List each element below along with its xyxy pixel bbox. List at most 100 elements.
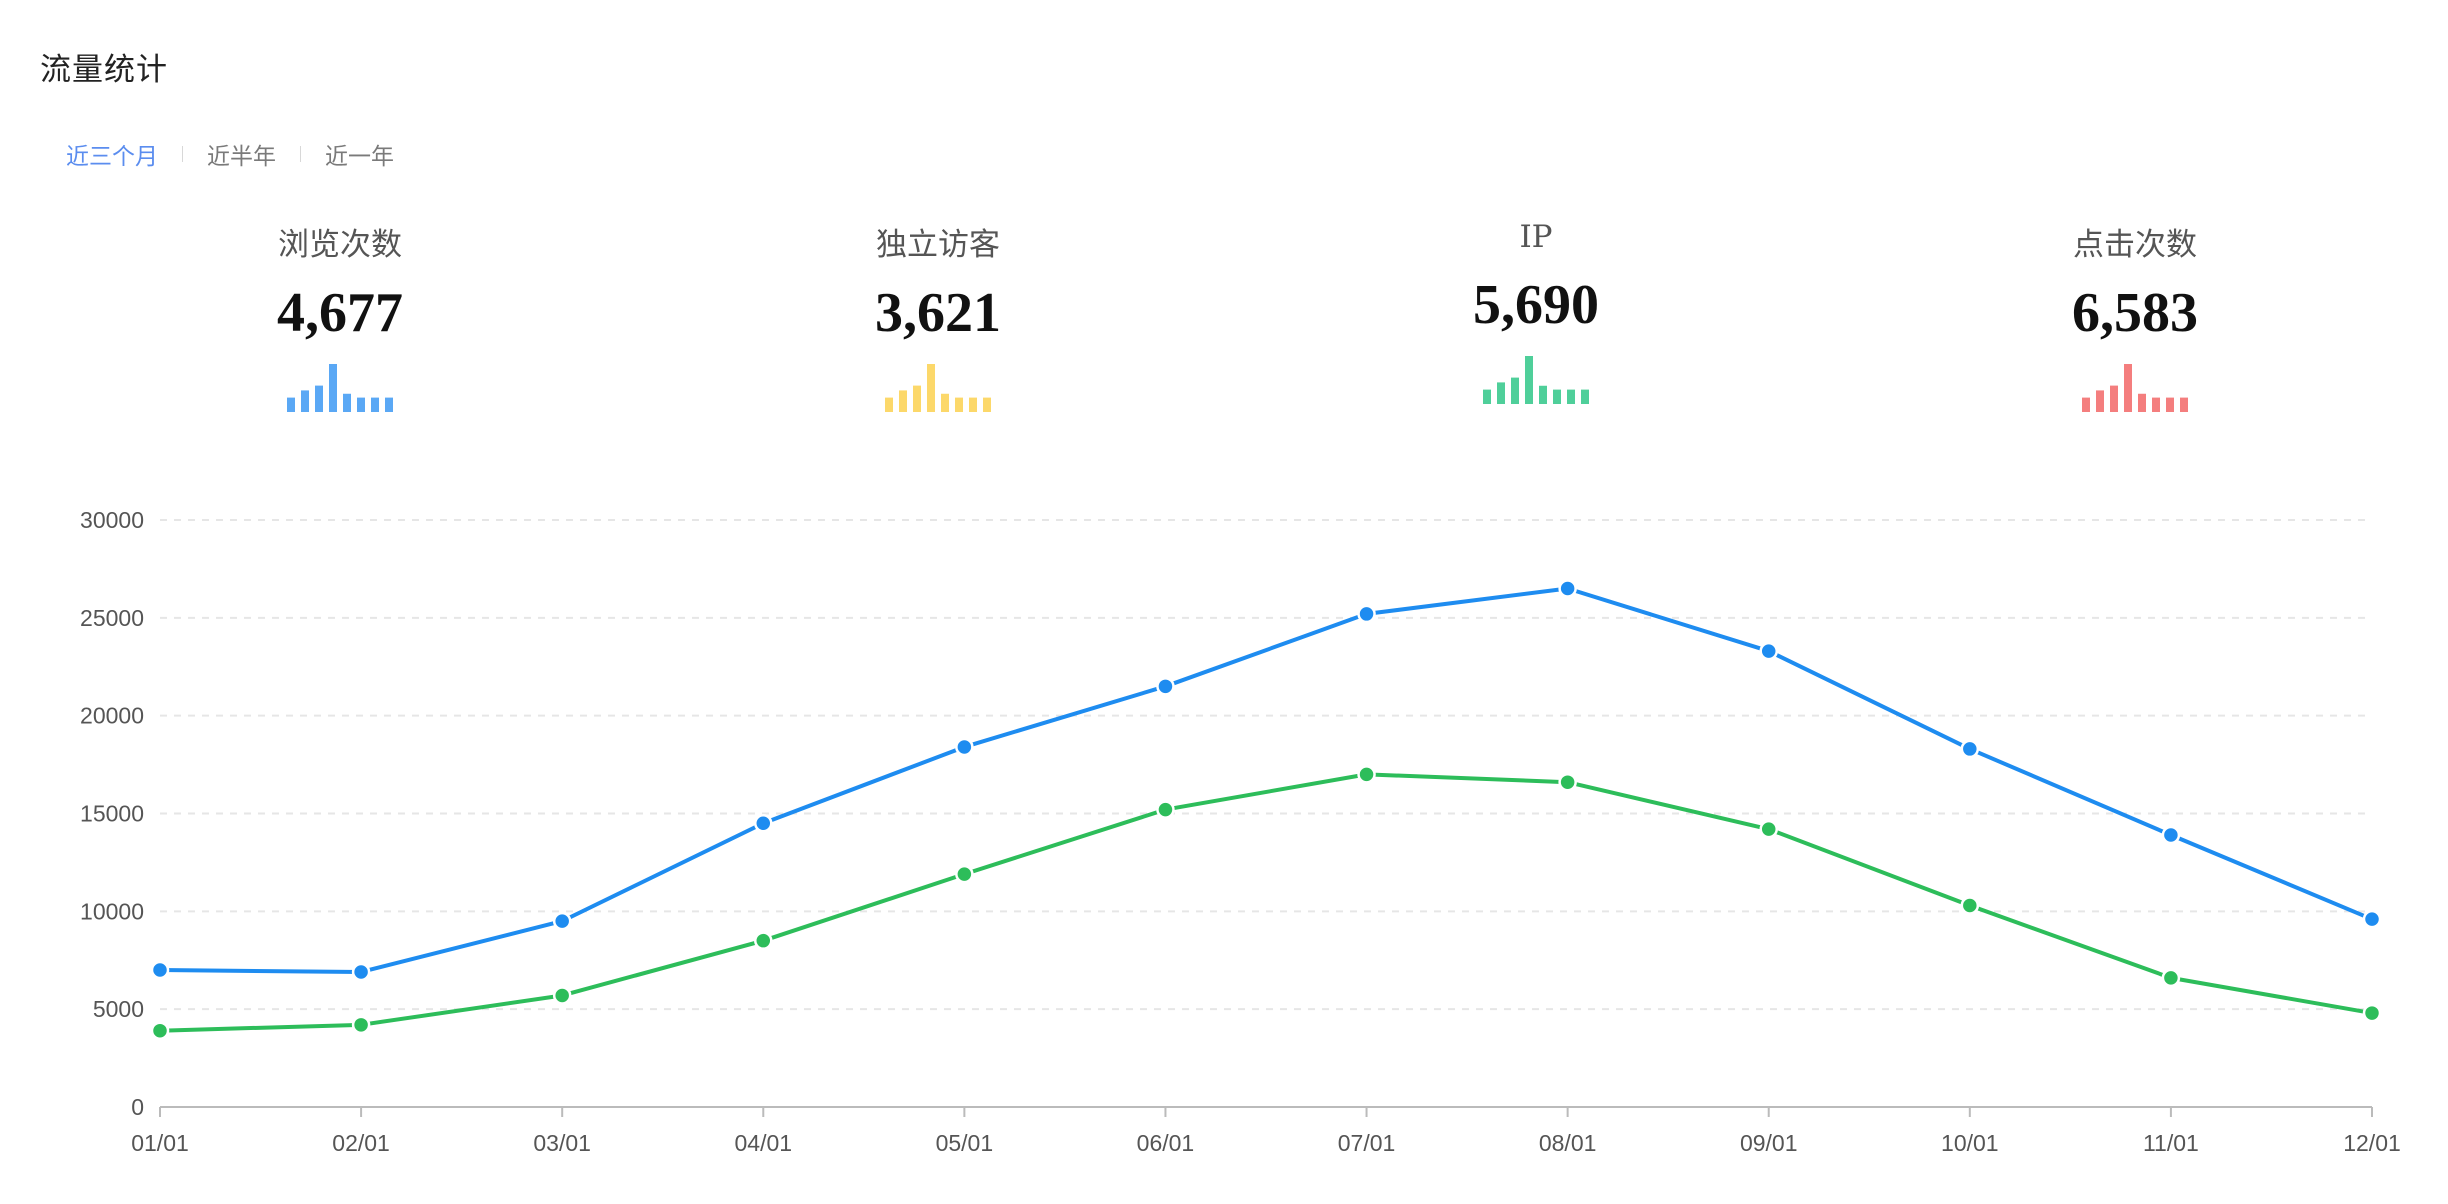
tab-one-year[interactable]: 近一年: [325, 144, 394, 170]
sparkline-icon: [885, 364, 991, 412]
sparkline-bar: [329, 364, 337, 412]
y-tick-label: 20000: [80, 703, 144, 729]
sparkline-bar: [2082, 397, 2090, 412]
y-tick-label: 0: [131, 1094, 144, 1120]
data-point-series-2[interactable]: [955, 864, 974, 884]
sparkline-bar: [2152, 397, 2160, 412]
x-tick-label: 03/01: [533, 1130, 591, 1156]
data-point-series-2[interactable]: [754, 931, 773, 950]
x-tick-label: 07/01: [1338, 1130, 1396, 1156]
series-line-1: [159, 586, 2373, 974]
data-point-series-1[interactable]: [552, 911, 572, 931]
sparkline-bar: [2138, 393, 2146, 412]
tab-divider: [300, 146, 301, 162]
data-point-series-2[interactable]: [1156, 800, 1175, 819]
stat-unique-visitors: 独立访客 3,621: [778, 224, 1098, 412]
sparkline-bar: [1539, 385, 1547, 404]
stat-label: 浏览次数: [278, 227, 402, 263]
data-point-series-1[interactable]: [754, 814, 773, 833]
sparkline-bar: [2180, 397, 2188, 412]
stat-value: 5,690: [1473, 274, 1599, 336]
sparkline-bar: [885, 397, 893, 412]
panel-title: 流量统计: [40, 52, 168, 88]
stat-value: 4,677: [277, 282, 403, 344]
stat-label: IP: [1519, 219, 1553, 255]
sparkline-bar: [2166, 397, 2174, 412]
tab-three-months[interactable]: 近三个月: [66, 144, 158, 170]
sparkline-bar: [343, 393, 351, 412]
stat-page-views: 浏览次数 4,677: [180, 224, 500, 412]
sparkline-bar: [1497, 382, 1505, 404]
sparkline-bar: [927, 364, 935, 412]
sparkline-bar: [287, 397, 295, 412]
data-point-series-1[interactable]: [1357, 604, 1376, 624]
y-tick-label: 10000: [80, 898, 144, 924]
x-tick-label: 09/01: [1740, 1130, 1798, 1156]
data-point-series-2[interactable]: [351, 1015, 371, 1035]
data-point-series-2[interactable]: [150, 1021, 170, 1040]
x-tick-label: 05/01: [936, 1130, 994, 1156]
data-point-series-1[interactable]: [2161, 825, 2181, 845]
tab-divider: [182, 146, 183, 162]
stat-value: 6,583: [2072, 282, 2198, 344]
x-tick-label: 11/01: [2143, 1130, 2199, 1156]
sparkline-bar: [1581, 389, 1589, 404]
stat-label: 点击次数: [2073, 227, 2197, 263]
sparkline-bar: [1483, 389, 1491, 404]
sparkline-bar: [913, 385, 921, 412]
stat-value: 3,621: [875, 282, 1001, 344]
y-tick-label: 25000: [80, 605, 144, 631]
data-point-series-2[interactable]: [1960, 896, 1980, 915]
data-point-series-2[interactable]: [2362, 1003, 2382, 1023]
sparkline-bar: [385, 397, 393, 412]
time-range-tabs: 近三个月 近半年 近一年: [56, 134, 404, 174]
sparkline-bar: [2124, 364, 2132, 412]
sparkline-bar: [2110, 385, 2118, 412]
x-tick-label: 10/01: [1941, 1130, 1999, 1156]
data-point-series-2[interactable]: [1759, 819, 1778, 839]
data-point-series-1[interactable]: [1759, 641, 1778, 661]
data-point-series-2[interactable]: [1558, 772, 1577, 792]
stat-clicks: 点击次数 6,583: [1975, 224, 2295, 412]
sparkline-bar: [1567, 389, 1575, 404]
sparkline-bar: [899, 390, 907, 412]
x-tick-label: 02/01: [332, 1130, 390, 1156]
x-tick-label: 04/01: [734, 1130, 792, 1156]
sparkline-bar: [955, 397, 963, 412]
y-tick-label: 30000: [80, 507, 144, 533]
y-tick-label: 5000: [93, 996, 144, 1022]
sparkline-bar: [2096, 390, 2104, 412]
data-point-series-1[interactable]: [150, 960, 170, 980]
data-point-series-2[interactable]: [2161, 968, 2181, 988]
data-point-series-1[interactable]: [955, 737, 974, 757]
sparkline-bar: [941, 393, 949, 412]
y-tick-label: 15000: [80, 801, 144, 827]
data-point-series-1[interactable]: [1558, 579, 1577, 598]
x-tick-label: 01/01: [131, 1130, 189, 1156]
data-point-series-1[interactable]: [1960, 739, 1980, 759]
sparkline-icon: [287, 364, 393, 412]
stat-label: 独立访客: [876, 227, 1000, 263]
sparkline-bar: [983, 397, 991, 412]
sparkline-icon: [1483, 356, 1589, 404]
tab-half-year[interactable]: 近半年: [207, 144, 276, 170]
sparkline-bar: [1553, 389, 1561, 404]
stat-ip: IP 5,690: [1376, 216, 1696, 404]
sparkline-bar: [357, 397, 365, 412]
data-point-series-1[interactable]: [2362, 909, 2382, 929]
data-point-series-1[interactable]: [1156, 677, 1175, 696]
sparkline-bar: [1511, 377, 1519, 404]
x-tick-label: 08/01: [1539, 1130, 1597, 1156]
data-point-series-1[interactable]: [351, 962, 371, 982]
sparkline-bar: [969, 397, 977, 412]
sparkline-bar: [371, 397, 379, 412]
sparkline-bar: [1525, 356, 1533, 404]
data-point-series-2[interactable]: [1357, 765, 1376, 784]
series-line-2: [159, 772, 2373, 1033]
sparkline-bar: [315, 385, 323, 412]
data-point-series-2[interactable]: [552, 986, 572, 1005]
x-tick-label: 12/01: [2343, 1130, 2401, 1156]
x-tick-label: 06/01: [1137, 1130, 1195, 1156]
sparkline-bar: [301, 390, 309, 412]
